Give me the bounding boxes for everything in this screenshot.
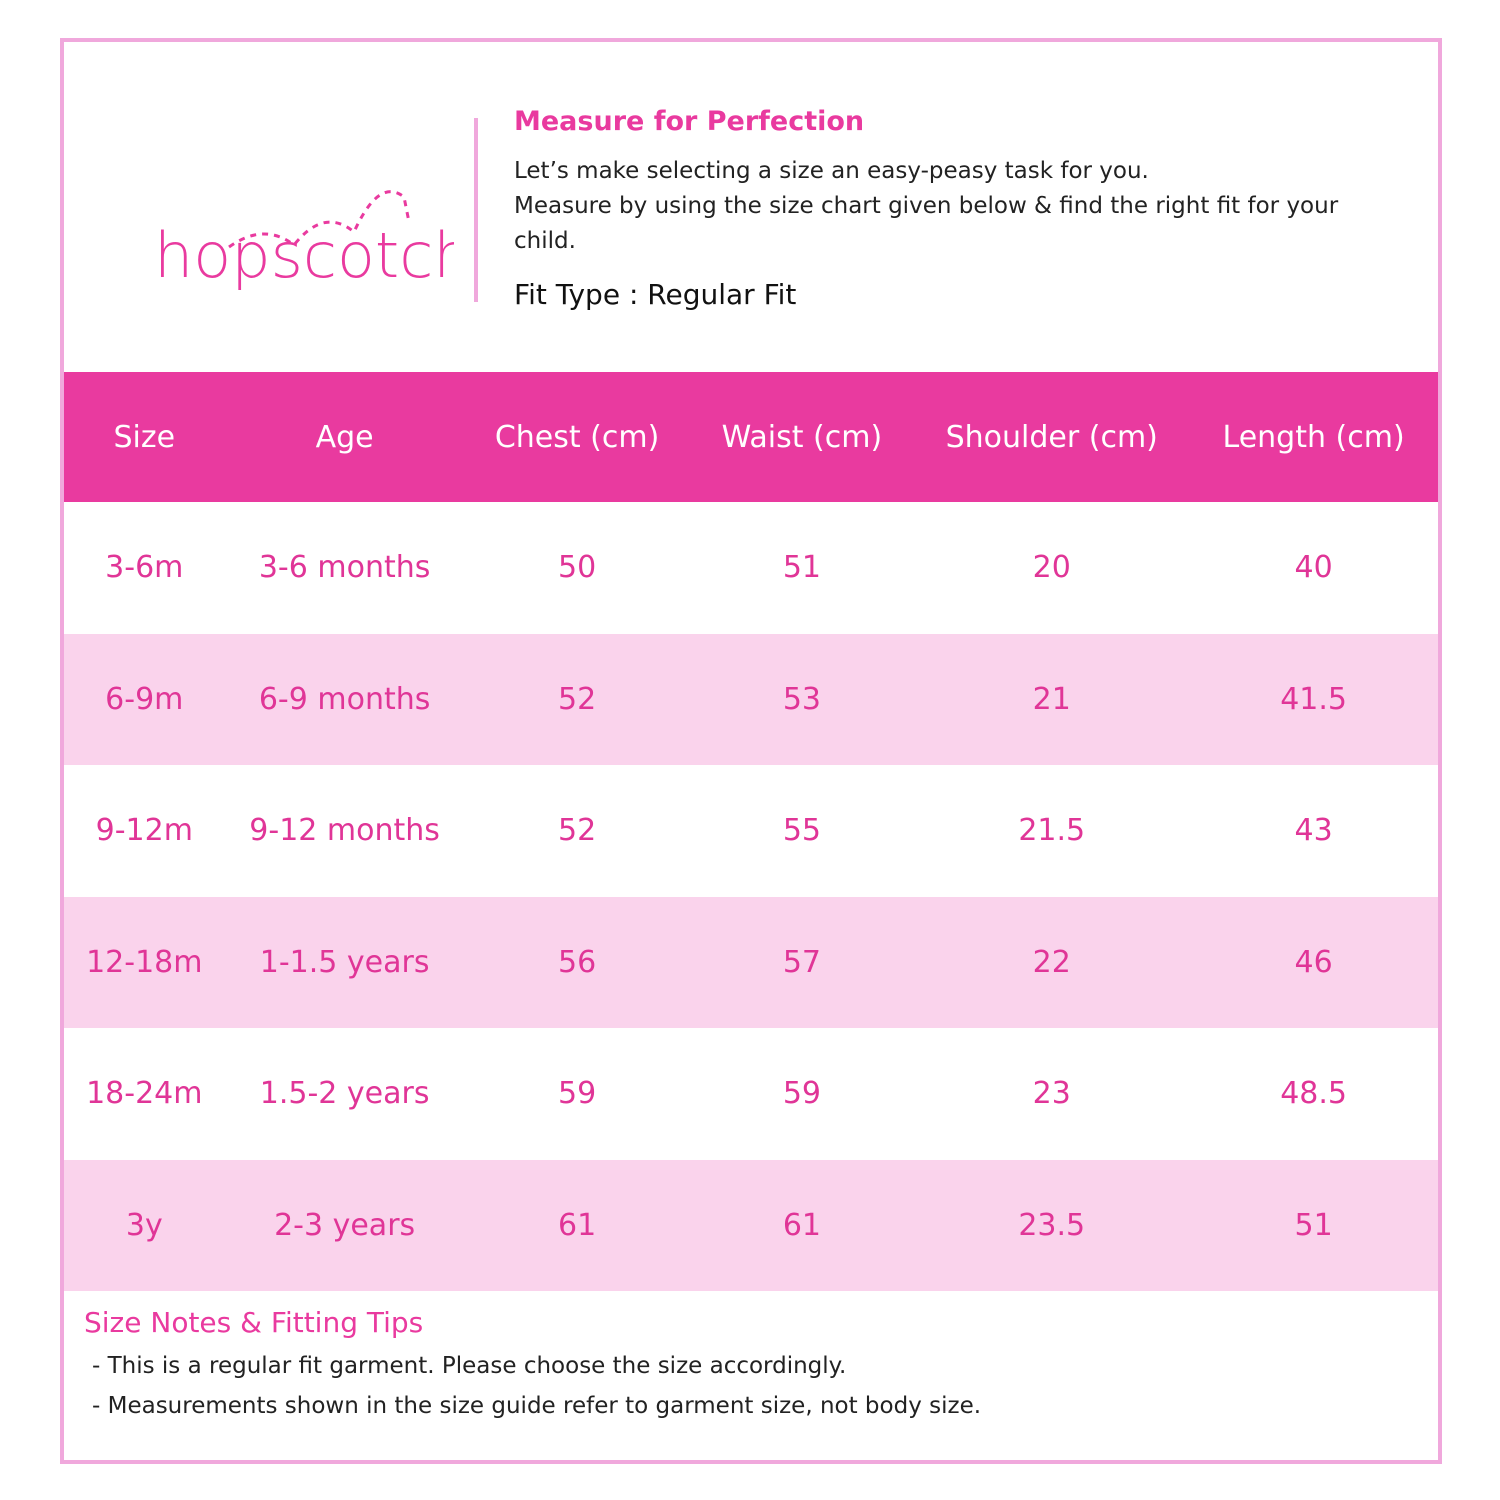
notes-title: Size Notes & Fitting Tips [84,1306,424,1339]
table-header-row: Size Age Chest (cm) Waist (cm) Shoulder (cm)… [64,372,1438,502]
intro-text: Let’s make selecting a size an easy-peas… [514,154,1374,259]
hopscotch-logo: hopscotch [154,190,454,292]
size-notes: Size Notes & Fitting Tips - This is a re… [84,1306,981,1419]
divider [474,118,478,302]
table-cell: 55 [782,813,822,849]
table-row: 9-12m 9-12 months 52 55 21.5 43 [64,765,1438,897]
table-row: 18-24m 1.5-2 years 59 59 23 48.5 [64,1028,1438,1160]
note-item: - Measurements shown in the size guide r… [92,1393,982,1419]
table-cell: 40 [1294,550,1333,586]
table-cell: 52 [557,813,597,849]
table-cell: 9-12m [95,813,193,849]
table-cell: 41.5 [1189,633,1438,765]
table-cell: 18-24m [86,1076,203,1112]
note-item: - This is a regular fit garment. Please … [92,1353,847,1379]
column-header: Shoulder (cm) [914,372,1190,502]
table-cell: 57 [689,896,915,1028]
table-cell: 23 [1032,1076,1071,1112]
fit-type: Fit Type : Regular Fit [514,278,797,311]
table-cell: 51 [782,550,822,586]
table-cell: 59 [557,1076,597,1112]
table-cell: 2-3 years [224,1159,465,1291]
table-cell: 22 [914,896,1190,1028]
table-cell: 23.5 [914,1159,1190,1291]
table-cell: 61 [689,1159,915,1291]
table-cell: 52 [464,633,690,765]
size-chart-frame: hopscotch Measure for Perfection Let’s m… [60,38,1442,1464]
table-cell: 21 [914,633,1190,765]
table-cell: 48.5 [1280,1076,1347,1112]
intro-line-2: Measure by using the size chart given be… [514,193,1339,254]
table-cell: 6-9 months [224,633,465,765]
table-cell: 53 [689,633,915,765]
table-cell: 12-18m [64,896,225,1028]
table-cell: 56 [464,896,690,1028]
table-cell: 1.5-2 years [259,1076,430,1112]
svg-text:hopscotch: hopscotch [154,219,454,292]
table-cell: 21.5 [1018,813,1086,849]
table-cell: 50 [557,550,597,586]
table-cell: 3-6m [105,550,184,586]
column-header: Chest (cm) [464,372,690,502]
table-row: 12-18m 1-1.5 years 56 57 22 46 [64,896,1438,1028]
size-table: Size Age Chest (cm) Waist (cm) Shoulder (cm)… [64,372,1438,1291]
table-cell: 43 [1294,813,1333,849]
table-cell: 51 [1189,1159,1438,1291]
table-row: 6-9m 6-9 months 52 53 21 41.5 [64,633,1438,765]
table-cell: 3-6 months [258,550,431,586]
table-cell: 20 [1032,550,1071,586]
table-cell: 59 [782,1076,822,1112]
table-cell: 6-9m [64,633,225,765]
table-row: 3-6m 3-6 months 50 51 20 40 [64,502,1438,634]
column-header: Waist (cm) [689,372,915,502]
table-row: 3y 2-3 years 61 61 23.5 51 [64,1159,1438,1291]
column-header: Size [64,372,225,502]
column-header: Age [224,372,465,502]
header-title: Measure for Perfection [514,106,865,137]
table-cell: 61 [464,1159,690,1291]
table-cell: 46 [1189,896,1438,1028]
column-header: Length (cm) [1189,372,1438,502]
table-cell: 3y [64,1159,225,1291]
intro-line-1: Let’s make selecting a size an easy-peas… [514,158,1149,184]
table-cell: 9-12 months [249,813,440,849]
table-cell: 1-1.5 years [224,896,465,1028]
